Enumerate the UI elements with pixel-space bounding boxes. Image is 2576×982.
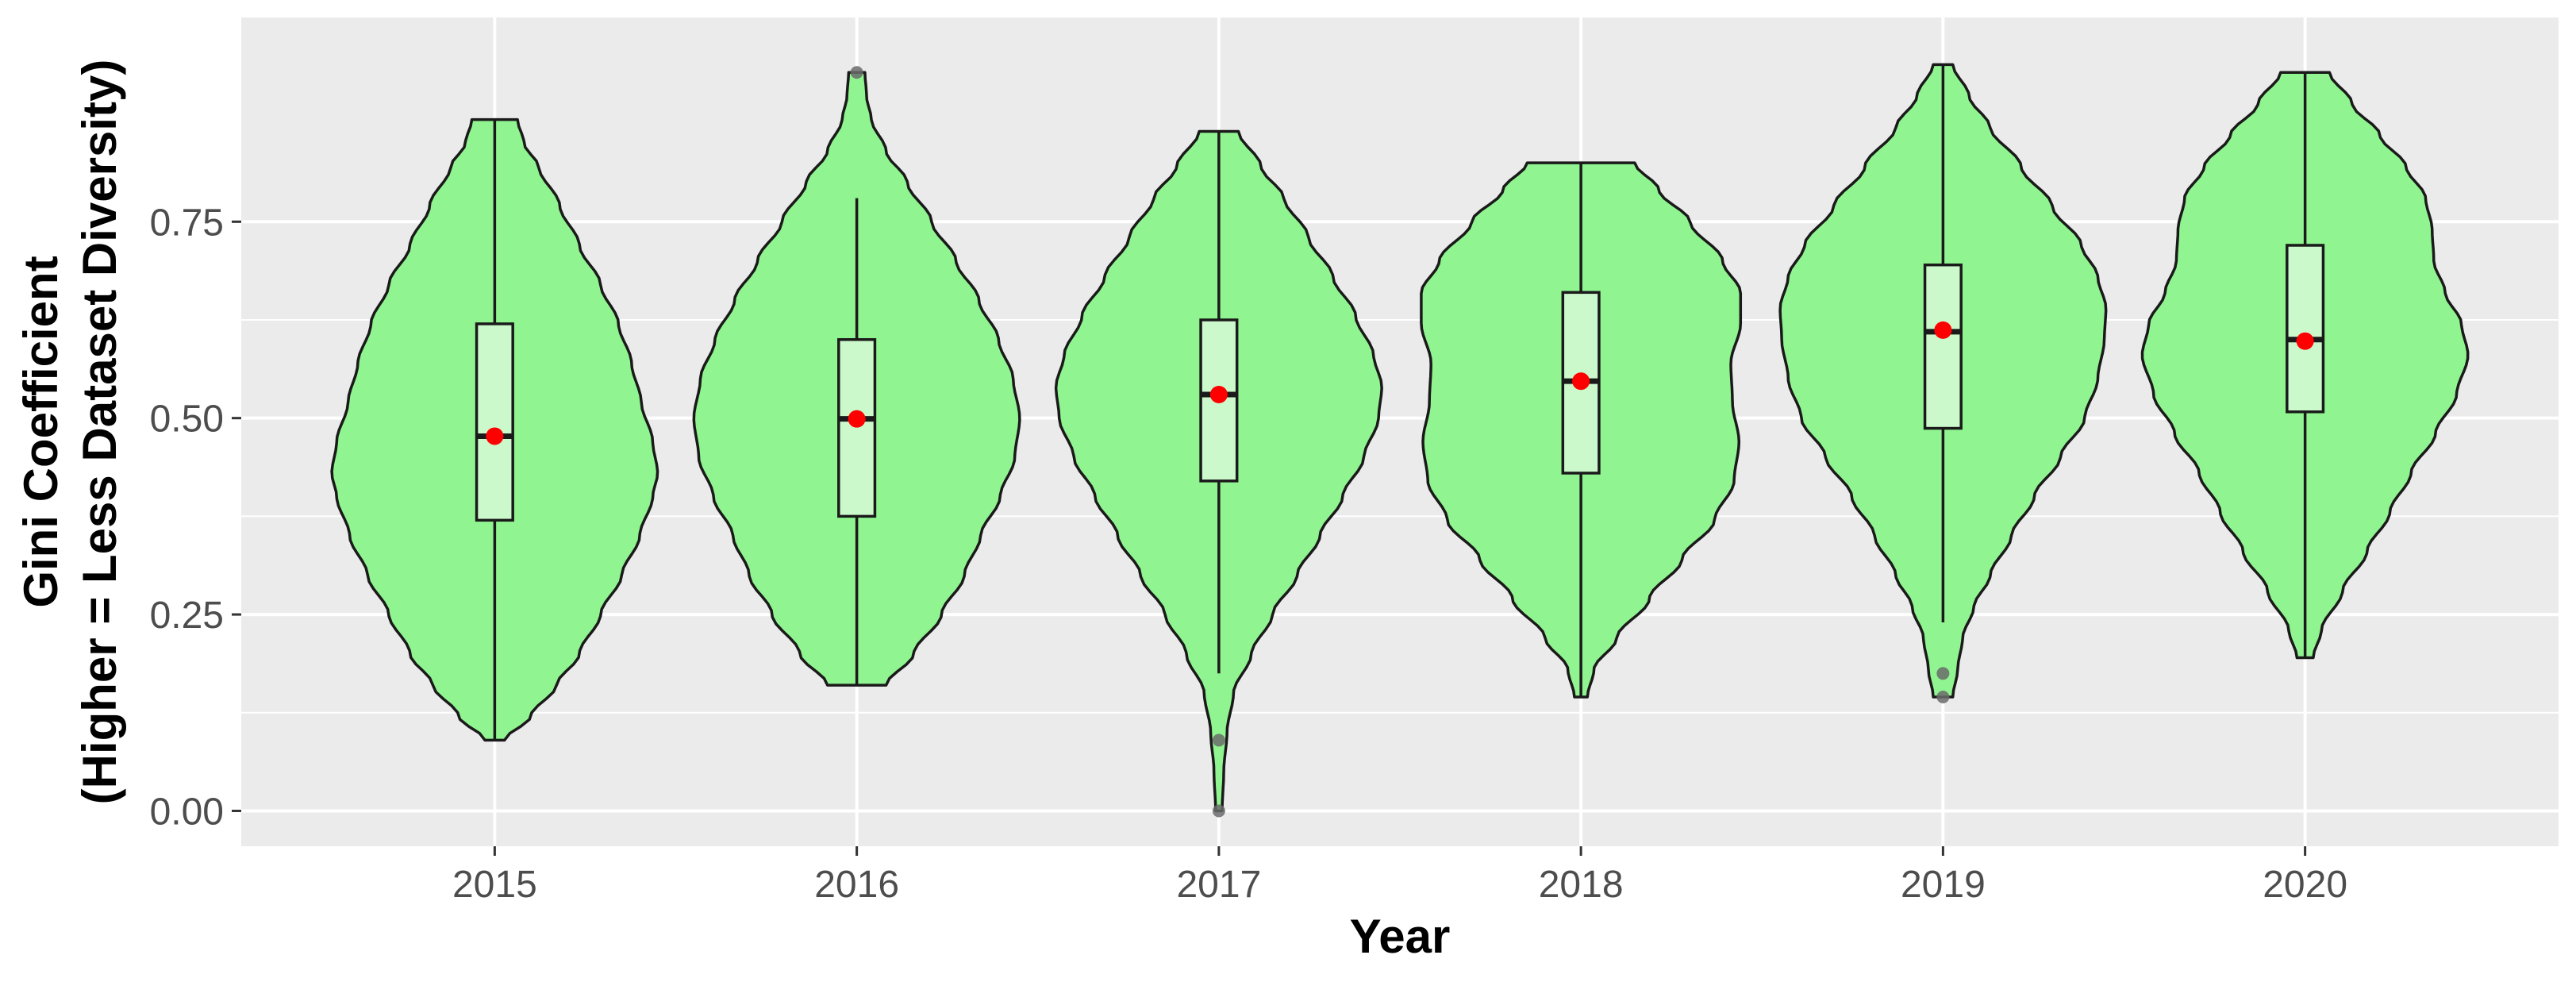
outlier-point-2016	[850, 66, 863, 79]
y-tick-labels: 0.00 0.25 0.50 0.75	[150, 202, 224, 833]
x-tick-label: 2020	[2263, 864, 2347, 906]
outlier-point-2017	[1212, 734, 1225, 747]
mean-point-2015	[486, 427, 504, 445]
violin-group-2019	[1778, 63, 2108, 703]
violins	[330, 63, 2470, 818]
violin-group-2020	[2140, 71, 2470, 660]
violin-group-2015	[330, 117, 659, 742]
x-tick-label: 2018	[1539, 864, 1624, 906]
mean-point-2019	[1934, 321, 1952, 339]
mean-point-2020	[2296, 332, 2314, 350]
x-tick-label: 2019	[1901, 864, 1986, 906]
y-axis-title-line-1: Gini Coefficient	[14, 256, 67, 607]
x-axis-title: Year	[1350, 910, 1451, 963]
outlier-point-2017	[1212, 804, 1225, 818]
y-tick-label: 0.75	[150, 202, 224, 244]
y-axis-title-line-2: (Higher = Less Dataset Diversity)	[73, 60, 126, 805]
box-2019	[1923, 263, 1963, 430]
y-tick-label: 0.50	[150, 399, 224, 441]
x-tick-labels: 2015 2016 2017 2018 2019 2020	[452, 864, 2347, 906]
violin-group-2018	[1420, 161, 1743, 699]
mean-point-2018	[1572, 372, 1590, 391]
mean-point-2017	[1209, 385, 1228, 403]
box-2020	[2286, 244, 2325, 414]
mean-point-2016	[848, 410, 866, 428]
y-tick-label: 0.25	[150, 595, 224, 637]
axis-ticks	[232, 220, 2307, 856]
outlier-point-2019	[1936, 690, 1950, 703]
box-2016	[837, 337, 877, 518]
x-tick-label: 2017	[1176, 864, 1261, 906]
outlier-point-2019	[1936, 667, 1950, 680]
x-tick-label: 2015	[452, 864, 537, 906]
violin-group-2016	[692, 66, 1021, 687]
violin-group-2017	[1054, 129, 1383, 818]
y-tick-label: 0.00	[150, 791, 224, 833]
box-2015	[475, 322, 514, 522]
x-tick-label: 2016	[814, 864, 899, 906]
